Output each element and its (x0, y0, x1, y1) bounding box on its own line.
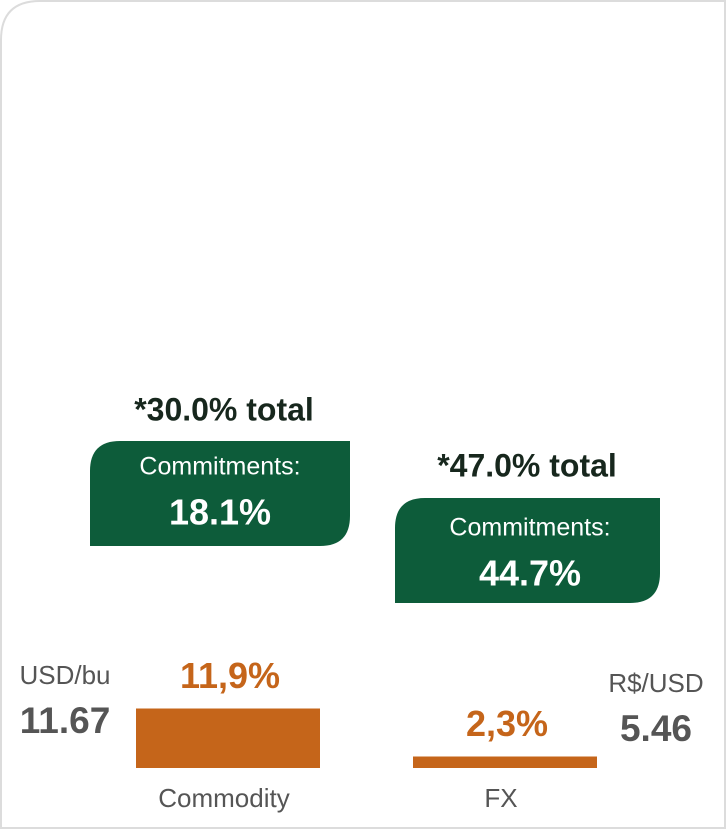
commitment-box (395, 498, 660, 603)
commitments-label: Commitments: (139, 453, 300, 481)
price: 5.46 (620, 708, 692, 749)
commitments-value: 44.7% (479, 553, 581, 594)
total-label: *47.0% total (437, 447, 617, 483)
commitments-label: Commitments: (449, 514, 610, 542)
category-label: FX (484, 783, 517, 813)
price: 11.67 (20, 700, 111, 741)
unit-label: USD/bu (19, 660, 110, 690)
bar (136, 708, 320, 768)
total-label: *30.0% total (134, 391, 314, 427)
bar (413, 756, 597, 768)
commitment-box (90, 441, 350, 546)
commitments-value: 18.1% (169, 492, 271, 533)
value-label: 2,3% (466, 703, 548, 744)
unit-label: R$/USD (608, 668, 703, 698)
category-label: Commodity (158, 783, 289, 813)
value-label: 11,9% (180, 655, 280, 696)
